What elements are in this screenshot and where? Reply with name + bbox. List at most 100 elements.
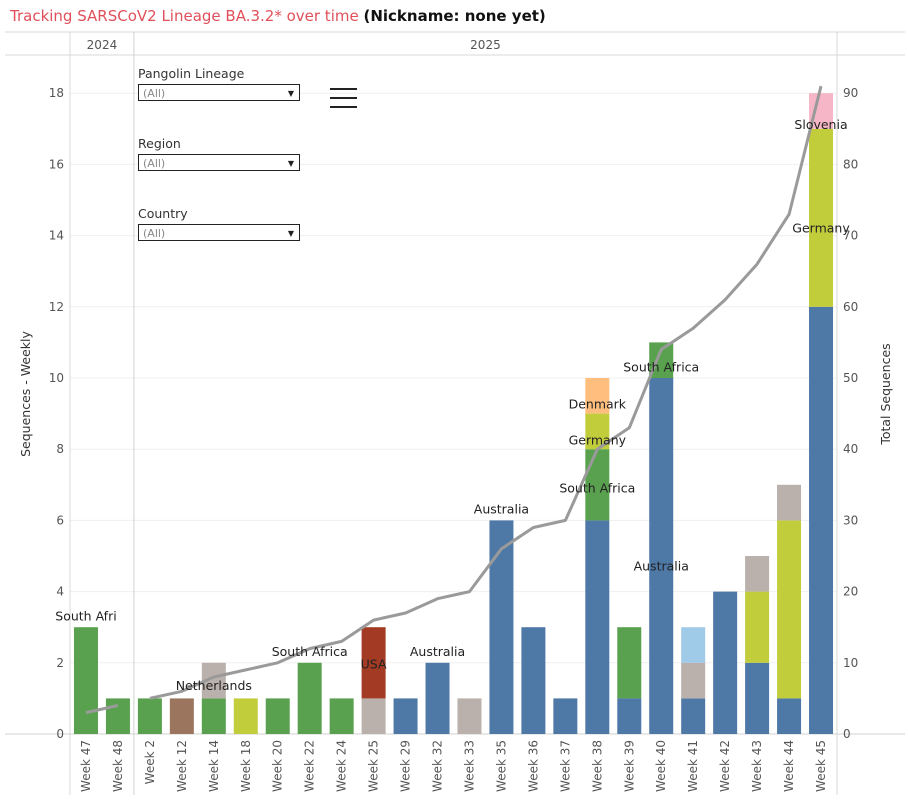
bar-segment (713, 591, 738, 734)
pangolin-lineage-dropdown[interactable]: (All) ▼ (138, 84, 300, 101)
x-tick-label: Week 44 (782, 740, 796, 792)
title-prefix: Tracking SARSCoV2 Lineage BA.3.2* over t… (10, 7, 359, 25)
y-tick-label: 14 (49, 229, 64, 243)
x-tick-label: Week 29 (399, 740, 413, 792)
filter-pangolin-lineage: Pangolin Lineage (All) ▼ (138, 66, 300, 101)
filter-label: Region (138, 136, 181, 151)
x-tick-label: Week 39 (622, 740, 636, 792)
bar-segment (745, 662, 770, 734)
y-axis-title: Sequences - Weekly (18, 331, 33, 457)
y2-tick-label: 70 (843, 229, 858, 243)
y-tick-label: 18 (49, 86, 64, 100)
y2-tick-label: 40 (843, 442, 858, 456)
dropdown-value: (All) (143, 87, 166, 100)
x-tick-label: Week 2 (143, 740, 157, 784)
bar-segment (105, 698, 130, 734)
bar-segment (361, 698, 386, 734)
bar-segment (585, 378, 610, 414)
bar-annotation: Germany (569, 432, 627, 447)
year-label: 2024 (87, 38, 118, 52)
bar-annotation: Australia (410, 644, 465, 659)
y-tick-label: 2 (56, 656, 64, 670)
x-tick-label: Week 37 (558, 740, 572, 792)
y-tick-label: 16 (49, 157, 64, 171)
bar-annotation: South Africa (623, 359, 699, 374)
title-nickname: (Nickname: none yet) (363, 7, 546, 25)
x-tick-label: Week 20 (271, 740, 285, 792)
x-tick-label: Week 40 (654, 740, 668, 792)
x-tick-label: Week 12 (175, 740, 189, 792)
y2-tick-label: 10 (843, 656, 858, 670)
bar-segment (361, 627, 386, 699)
bar-segment (265, 698, 290, 734)
bar-annotation: Australia (474, 502, 529, 517)
bar-segment (489, 520, 514, 734)
x-tick-label: Week 18 (239, 740, 253, 792)
filter-country: Country (All) ▼ (138, 206, 300, 241)
x-tick-label: Week 45 (814, 740, 828, 792)
bar-segment (617, 627, 642, 699)
filter-label: Pangolin Lineage (138, 66, 245, 81)
x-tick-label: Week 36 (526, 740, 540, 792)
bar-segment (585, 449, 610, 521)
bar-segment (393, 698, 418, 734)
chart-title: Tracking SARSCoV2 Lineage BA.3.2* over t… (10, 7, 546, 25)
x-tick-label: Week 41 (686, 740, 700, 792)
bar-segment (745, 591, 770, 663)
bar-segment (809, 306, 834, 734)
bar-segment (521, 627, 546, 734)
bar-annotation: South Afri (55, 609, 116, 624)
y2-tick-label: 90 (843, 86, 858, 100)
bar-annotation: Australia (634, 559, 689, 574)
bar-segment (585, 520, 610, 734)
y2-tick-label: 0 (843, 727, 851, 741)
bar-segment (297, 662, 322, 734)
y2-axis-title: Total Sequences (878, 343, 893, 445)
country-dropdown[interactable]: (All) ▼ (138, 224, 300, 241)
y2-tick-label: 60 (843, 300, 858, 314)
bar-segment (425, 662, 450, 734)
dropdown-value: (All) (143, 227, 166, 240)
bar-segment (137, 698, 162, 734)
y2-tick-label: 50 (843, 371, 858, 385)
y2-tick-label: 80 (843, 157, 858, 171)
bar-segment (329, 698, 354, 734)
hamburger-menu-icon[interactable] (330, 88, 357, 115)
bar-segment (681, 662, 706, 699)
bar-annotation: Slovenia (794, 117, 847, 132)
y-tick-label: 0 (56, 727, 64, 741)
bar-annotation: Denmark (569, 397, 627, 412)
bar-annotation: Netherlands (176, 678, 252, 693)
bar-annotation: Germany (792, 220, 850, 235)
bar-segment (233, 698, 258, 734)
bar-segment (169, 698, 194, 734)
cumulative-line-2025 (149, 85, 823, 700)
bar-segment (457, 698, 482, 734)
dropdown-value: (All) (143, 157, 166, 170)
x-tick-label: Week 25 (367, 740, 381, 792)
dropdown-arrow-icon: ▼ (287, 89, 294, 98)
x-tick-label: Week 14 (207, 740, 221, 792)
x-tick-label: Week 42 (718, 740, 732, 792)
x-tick-label: Week 24 (335, 740, 349, 792)
bar-segment (809, 128, 834, 307)
x-tick-label: Week 33 (462, 740, 476, 792)
filter-region: Region (All) ▼ (138, 136, 300, 171)
x-tick-label: Week 48 (111, 740, 125, 792)
bar-annotation: South Africa (559, 480, 635, 495)
x-tick-label: Week 47 (79, 740, 93, 792)
bar-segment (617, 698, 642, 734)
y-tick-label: 4 (56, 585, 64, 599)
bar-segment (777, 484, 802, 521)
dropdown-arrow-icon: ▼ (287, 229, 294, 238)
dropdown-arrow-icon: ▼ (287, 159, 294, 168)
bar-annotation: South Africa (272, 644, 348, 659)
bar-segment (745, 556, 770, 592)
y-tick-label: 10 (49, 371, 64, 385)
bar-segment (681, 698, 706, 734)
region-dropdown[interactable]: (All) ▼ (138, 154, 300, 171)
y2-tick-label: 30 (843, 513, 858, 527)
cumulative-line-2024 (85, 704, 119, 715)
x-tick-label: Week 35 (494, 740, 508, 792)
bar-segment (553, 698, 578, 734)
